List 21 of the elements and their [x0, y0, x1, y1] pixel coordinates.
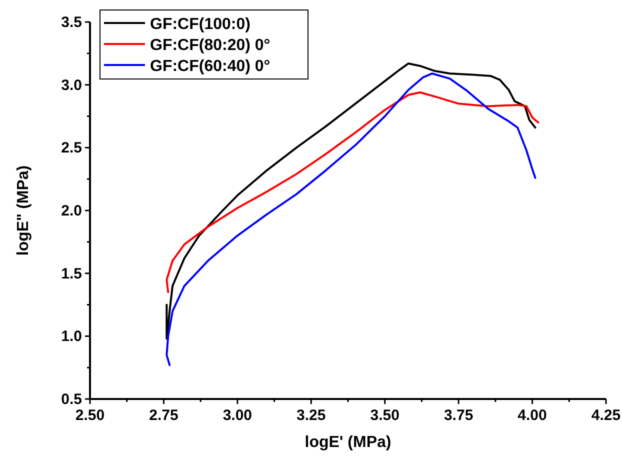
line-series	[166, 91, 540, 294]
x-tick-label: 3.50	[370, 407, 400, 424]
x-tick-label: 2.75	[149, 407, 178, 424]
x-tick-label: 4.25	[591, 407, 621, 424]
x-tick-label: 3.25	[296, 407, 326, 424]
legend-label: GF:CF(100:0)	[150, 16, 250, 33]
legend-label: GF:CF(80:20) 0°	[150, 37, 270, 54]
x-tick-label: 4.00	[518, 407, 547, 424]
x-tick-label: 3.00	[222, 407, 252, 424]
y-tick-label: 1.5	[61, 265, 82, 282]
legend-label: GF:CF(60:40) 0°	[150, 58, 270, 75]
x-tick-label: 2.50	[75, 407, 105, 424]
y-tick-label: 1.0	[61, 328, 82, 346]
y-tick-label: 2.5	[61, 140, 82, 157]
y-tick-label: 3.0	[61, 76, 82, 94]
y-tick-label: 0.5	[61, 391, 82, 408]
x-axis-title: logE' (MPa)	[304, 434, 392, 451]
y-tick-label: 2.0	[61, 202, 82, 220]
y-axis-title: logE" (MPa)	[15, 165, 32, 256]
y-tick-label: 3.5	[61, 14, 82, 31]
x-tick-label: 3.75	[444, 407, 474, 424]
